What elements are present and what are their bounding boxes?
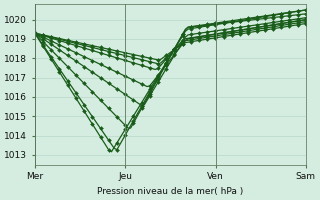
X-axis label: Pression niveau de la mer( hPa ): Pression niveau de la mer( hPa ) (97, 187, 244, 196)
